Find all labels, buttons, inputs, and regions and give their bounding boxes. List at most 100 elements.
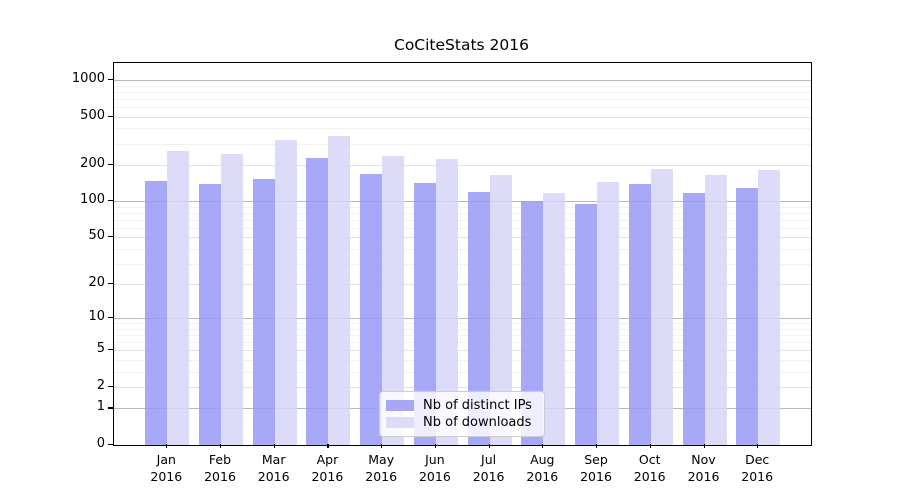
bar-downloads [167, 151, 190, 445]
bar-downloads [435, 158, 458, 445]
bar-distinct-ips [467, 192, 490, 445]
y-tick-label: 10 [88, 309, 105, 325]
bar-distinct-ips [628, 184, 651, 445]
x-tick-label: Jan 2016 [150, 452, 183, 484]
x-tick-label: Jun 2016 [418, 452, 451, 484]
x-tick-label: Oct 2016 [633, 452, 666, 484]
grid-line [114, 206, 811, 208]
grid-line [114, 263, 811, 265]
grid-line [114, 335, 811, 337]
y-tick-label: 0 [96, 436, 105, 451]
chart-title: CoCiteStats 2016 [394, 36, 529, 54]
bar-downloads [382, 155, 405, 445]
grid-line [114, 328, 811, 330]
bar-distinct-ips [199, 183, 221, 445]
bar-distinct-ips [413, 183, 436, 445]
grid-line [114, 91, 811, 93]
y-tick [108, 115, 113, 117]
bar-downloads [489, 174, 512, 445]
grid-line [114, 387, 811, 388]
x-tick [220, 444, 222, 448]
bar-downloads [650, 169, 673, 445]
y-tick [108, 386, 113, 388]
x-tick-label: Feb 2016 [204, 452, 236, 484]
grid-line [114, 248, 811, 250]
grid-line [114, 227, 811, 229]
bar-distinct-ips [145, 181, 168, 445]
x-tick [273, 444, 275, 448]
bar-downloads [274, 140, 297, 445]
y-tick-label: 1 [96, 399, 105, 415]
grid-line [114, 128, 811, 130]
grid-line [114, 201, 811, 203]
x-tick [596, 444, 598, 448]
grid-line [114, 85, 811, 87]
bar-downloads [328, 136, 351, 445]
y-tick [108, 236, 113, 238]
legend-entry-downloads: Nb of downloads [386, 415, 538, 430]
y-tick-label: 20 [88, 275, 105, 291]
grid-line [114, 116, 811, 118]
legend: Nb of distinct IPs Nb of downloads [379, 391, 545, 437]
y-tick-label: 200 [80, 155, 105, 171]
x-tick-label: Sep 2016 [580, 452, 612, 484]
x-tick [434, 444, 437, 448]
x-tick-label: Nov 2016 [687, 452, 720, 484]
grid-line [114, 237, 811, 239]
x-tick [381, 444, 383, 448]
grid-line [114, 342, 811, 344]
grid-line [114, 360, 811, 361]
grid-line [114, 350, 811, 352]
bar-downloads [543, 192, 566, 445]
grid-line [114, 106, 811, 108]
x-tick [703, 444, 705, 448]
grid-line [114, 98, 811, 100]
bar-downloads [597, 182, 619, 445]
plot-area: Nb of distinct IPs Nb of downloads [113, 62, 812, 446]
y-tick-label: 50 [88, 228, 105, 244]
grid-line [114, 164, 811, 166]
y-tick-label: 2 [96, 378, 105, 393]
y-tick [108, 349, 113, 351]
grid-line [114, 219, 811, 221]
x-tick-label: Aug 2016 [526, 452, 559, 484]
y-tick [108, 79, 113, 81]
grid-line [114, 284, 811, 286]
legend-label-downloads: Nb of downloads [423, 415, 532, 431]
bar-distinct-ips [521, 200, 544, 445]
y-tick [108, 200, 113, 202]
legend-label-distinct-ips: Nb of distinct IPs [423, 397, 532, 413]
y-tick-label: 1000 [71, 71, 105, 86]
y-tick [108, 283, 113, 285]
x-tick-label: May 2016 [365, 452, 398, 484]
grid-line [114, 80, 811, 81]
grid-line [114, 371, 811, 373]
y-tick [108, 317, 113, 319]
x-tick-label: Jul 2016 [472, 452, 505, 484]
x-tick [542, 444, 544, 448]
y-tick-label: 100 [80, 192, 105, 208]
x-tick [166, 444, 168, 448]
bar-downloads [758, 170, 781, 445]
x-tick [757, 444, 759, 448]
bar-distinct-ips [575, 203, 597, 445]
bar-distinct-ips [306, 158, 329, 445]
x-tick [327, 444, 329, 448]
grid-line [114, 323, 811, 325]
bar-distinct-ips [360, 174, 383, 445]
grid-line [114, 318, 811, 320]
bar-distinct-ips [682, 192, 705, 445]
y-tick-label: 500 [80, 107, 105, 123]
y-tick [108, 407, 113, 409]
bar-downloads [704, 175, 727, 445]
grid-line [114, 143, 811, 145]
bar-distinct-ips [736, 188, 759, 445]
y-tick [108, 444, 113, 446]
x-tick-label: Dec 2016 [741, 452, 774, 484]
legend-entry-distinct-ips: Nb of distinct IPs [386, 398, 538, 413]
bar-downloads [221, 153, 243, 445]
x-tick-label: Mar 2016 [257, 452, 290, 484]
x-tick-label: Apr 2016 [311, 452, 344, 484]
grid-line [114, 212, 811, 214]
bar-distinct-ips [252, 178, 275, 445]
